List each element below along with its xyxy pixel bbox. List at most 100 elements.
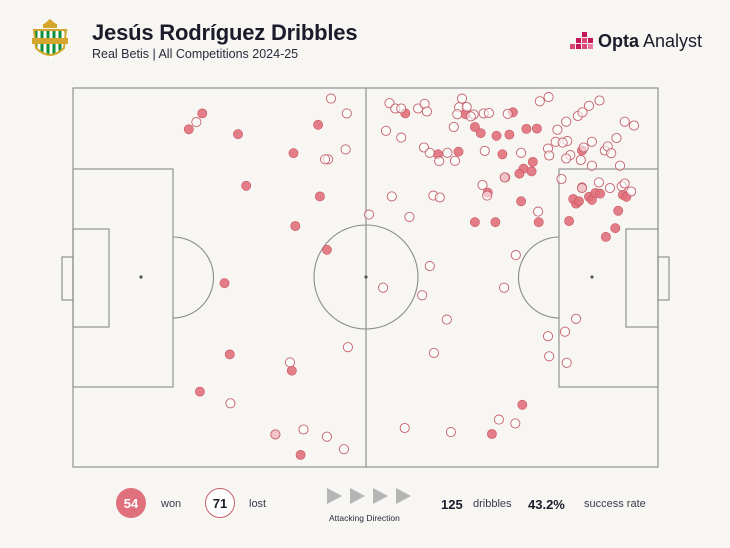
dribble-lost-point bbox=[586, 136, 597, 147]
dribble-won-point bbox=[613, 205, 624, 216]
dribble-won-point bbox=[574, 196, 584, 207]
dribble-lost-point bbox=[363, 209, 375, 220]
dribbles-label: dribbles bbox=[473, 498, 512, 510]
dribble-lost-point bbox=[577, 107, 588, 118]
attacking-direction-arrows bbox=[327, 488, 411, 504]
dribble-lost-point bbox=[461, 101, 472, 113]
left-penalty-spot bbox=[139, 275, 143, 279]
dribble-won-point bbox=[453, 146, 464, 157]
brand-name-light: Analyst bbox=[639, 31, 703, 51]
dribbles-count: 125 bbox=[441, 497, 463, 512]
left-penalty-box bbox=[72, 168, 174, 388]
dribble-lost-point bbox=[340, 144, 351, 155]
dribble-lost-point bbox=[456, 93, 468, 104]
dribble-lost-point bbox=[449, 155, 461, 166]
dribble-won-point bbox=[521, 123, 532, 134]
won-count-badge: 54 bbox=[116, 488, 146, 518]
dribble-lost-point bbox=[380, 125, 392, 136]
dribble-lost-point bbox=[465, 111, 476, 122]
dribble-lost-point bbox=[424, 261, 435, 272]
dribble-won-point bbox=[469, 122, 480, 132]
dribble-lost-point bbox=[604, 183, 616, 194]
dribble-lost-point bbox=[499, 172, 510, 183]
dribble-lost-point bbox=[614, 160, 626, 171]
dribble-won-point bbox=[610, 223, 621, 234]
dribble-won-point bbox=[527, 156, 538, 167]
dribble-lost-point bbox=[578, 142, 589, 153]
dribble-won-point bbox=[497, 149, 508, 160]
dribble-won-point bbox=[321, 244, 332, 255]
dribble-won-point bbox=[514, 168, 525, 179]
dribble-won-point bbox=[491, 130, 502, 141]
dribble-won-point bbox=[532, 123, 542, 134]
dribble-lost-point bbox=[325, 93, 337, 104]
dribble-lost-point bbox=[441, 314, 452, 325]
dribble-lost-point bbox=[510, 250, 521, 261]
right-six-yard-box bbox=[625, 228, 659, 328]
dribble-lost-point bbox=[552, 124, 563, 135]
opta-analyst-logo-icon bbox=[570, 32, 593, 49]
dribble-lost-point bbox=[298, 424, 309, 435]
dribble-won-point bbox=[504, 129, 515, 140]
direction-arrow-icon bbox=[373, 488, 388, 504]
dribble-lost-point bbox=[510, 418, 521, 429]
dribble-lost-point bbox=[626, 186, 637, 197]
dribble-won-point bbox=[469, 217, 480, 228]
dribble-won-point bbox=[233, 129, 243, 140]
dribble-lost-point bbox=[583, 100, 595, 111]
dribble-won-point bbox=[197, 108, 208, 119]
dribble-lost-point bbox=[320, 154, 331, 165]
left-goal bbox=[61, 256, 74, 301]
dribble-lost-point bbox=[445, 427, 456, 438]
dribble-lost-point bbox=[499, 282, 510, 293]
dribble-lost-point bbox=[619, 116, 630, 127]
left-six-yard-box bbox=[72, 228, 110, 328]
dribble-lost-point bbox=[341, 108, 352, 119]
dribble-lost-point bbox=[434, 192, 445, 203]
dribble-won-point bbox=[183, 124, 194, 135]
dribble-won-point bbox=[475, 128, 486, 138]
success-rate-label: success rate bbox=[584, 498, 646, 510]
direction-arrow-icon bbox=[396, 488, 411, 504]
page-title: Jesús Rodríguez Dribbles bbox=[92, 20, 358, 45]
dribble-won-point bbox=[219, 278, 230, 289]
dribble-won-point bbox=[295, 449, 306, 460]
dribble-lost-point bbox=[424, 147, 435, 158]
dribble-won-point bbox=[564, 216, 574, 226]
dribble-won-point bbox=[517, 399, 528, 410]
dribble-won-point bbox=[286, 365, 297, 376]
dribble-lost-point bbox=[516, 147, 527, 158]
dribble-lost-point bbox=[556, 173, 567, 185]
dribble-lost-point bbox=[321, 431, 332, 442]
dribble-lost-point bbox=[483, 107, 494, 119]
dribble-won-point bbox=[490, 217, 501, 228]
dribble-lost-point bbox=[544, 351, 555, 362]
dribble-won-point bbox=[516, 196, 526, 207]
dribble-won-point bbox=[486, 429, 497, 439]
lost-label: lost bbox=[249, 498, 267, 510]
dribble-lost-point bbox=[396, 132, 407, 143]
dribble-lost-point bbox=[434, 156, 445, 167]
dribble-lost-point bbox=[561, 116, 572, 127]
left-penalty-arc bbox=[172, 236, 215, 319]
won-label: won bbox=[161, 498, 182, 510]
dribble-lost-point bbox=[477, 179, 488, 191]
page-subtitle: Real Betis | All Competitions 2024-25 bbox=[92, 47, 299, 61]
dribble-lost-point bbox=[533, 206, 544, 217]
dribble-won-point bbox=[595, 188, 605, 199]
dribble-lost-point bbox=[593, 177, 604, 188]
dribble-lost-point bbox=[442, 147, 453, 158]
dribble-lost-point bbox=[396, 103, 407, 114]
dribble-won-point bbox=[194, 386, 205, 397]
centre-spot bbox=[364, 275, 368, 279]
dribble-lost-point bbox=[452, 109, 463, 120]
dribble-lost-point bbox=[448, 121, 459, 133]
dribble-lost-point bbox=[611, 132, 622, 144]
attacking-direction-label: Attacking Direction bbox=[329, 513, 400, 523]
dribble-lost-point bbox=[284, 357, 296, 368]
dribble-lost-point bbox=[586, 160, 597, 171]
dribble-lost-point bbox=[571, 313, 582, 324]
dribble-won-point bbox=[224, 349, 235, 360]
dribble-lost-point bbox=[421, 106, 432, 117]
